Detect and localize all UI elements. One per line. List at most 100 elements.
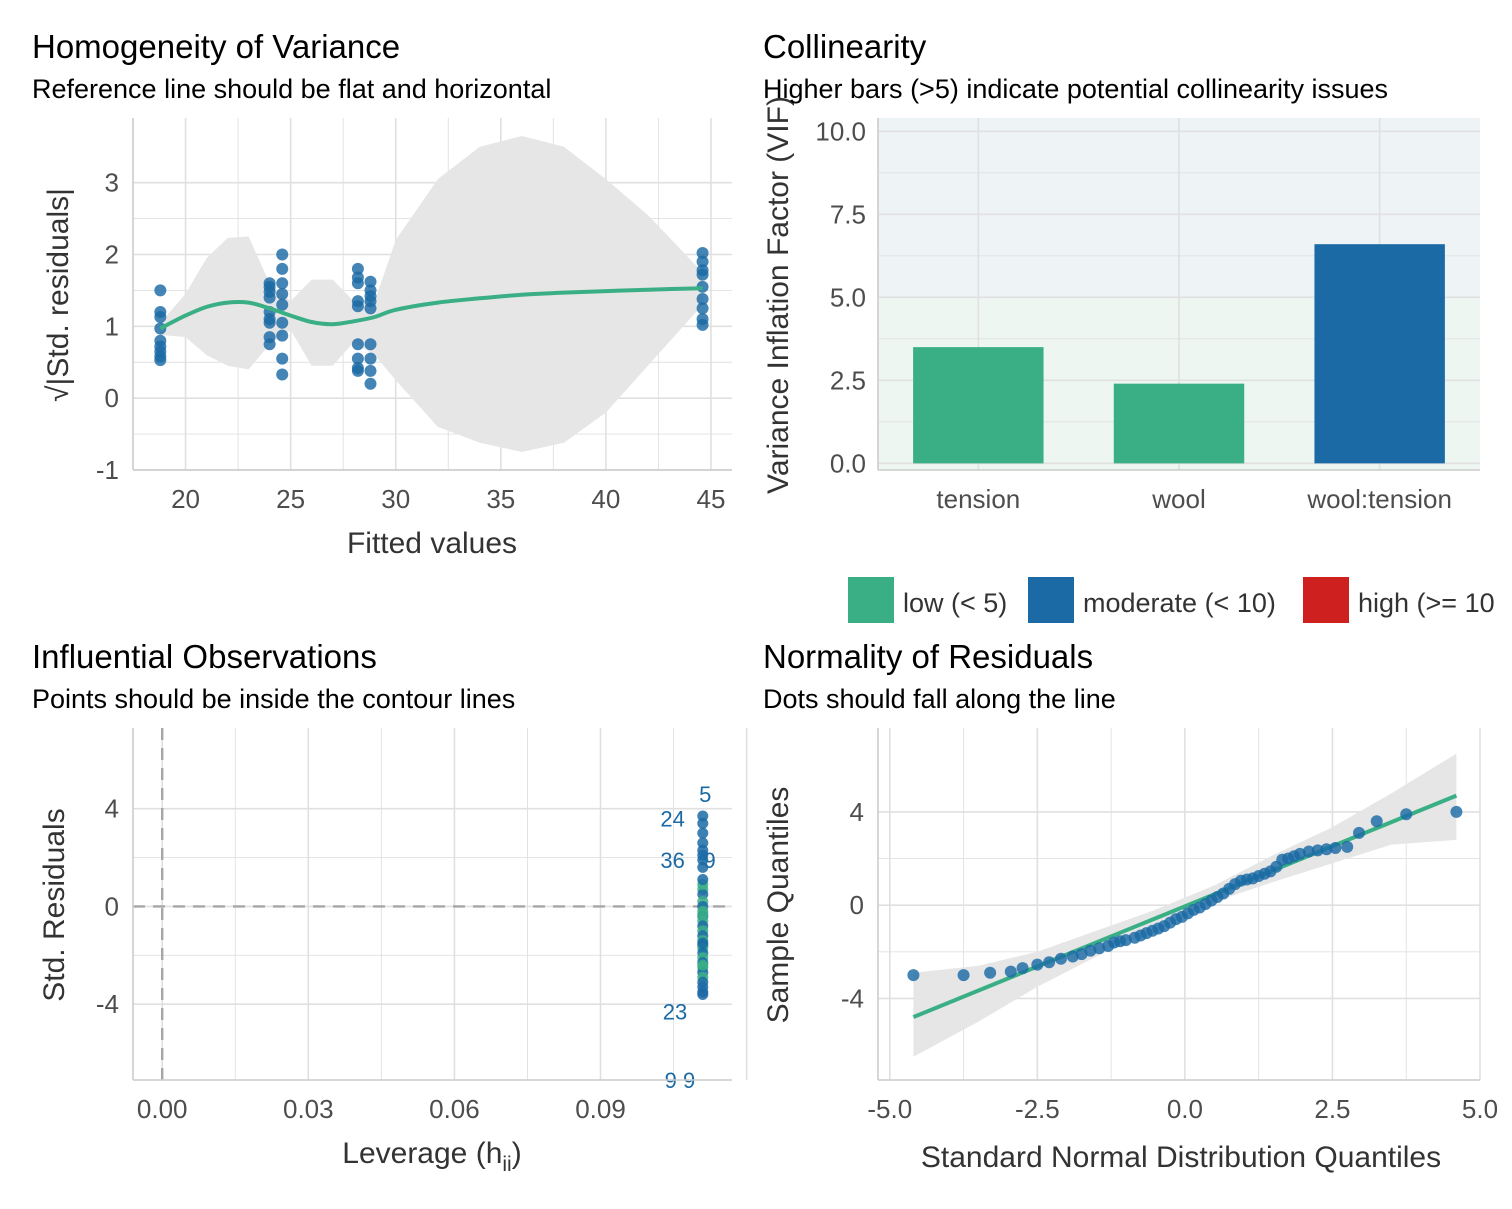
homogeneity-point	[351, 352, 364, 365]
influential-point-label: 23	[663, 1000, 687, 1025]
normality-reference-line	[912, 793, 1458, 1019]
homogeneity-point	[154, 354, 167, 367]
collinearity-bar-wool	[1113, 383, 1245, 464]
normality-x-axis-title: Standard Normal Distribution Quantiles	[921, 1141, 1441, 1174]
homogeneity-point	[276, 262, 289, 275]
homogeneity-ribbon-area	[160, 136, 703, 452]
homogeneity-y-tick-label: 1	[105, 311, 119, 341]
normality-point	[1400, 808, 1413, 821]
normality-x-tick-label: -2.5	[1015, 1094, 1060, 1124]
collinearity-y-tick-label: 7.5	[830, 199, 866, 229]
influential-point	[697, 988, 709, 1000]
normality-point	[1043, 956, 1056, 969]
influential-point	[697, 817, 709, 829]
normality-point	[1341, 840, 1354, 853]
normality-point	[984, 966, 997, 979]
homogeneity-y-tick-label: 0	[105, 383, 119, 413]
homogeneity-y-tick-label: 2	[105, 239, 119, 269]
homogeneity-point	[351, 364, 364, 377]
normality-y-axis-title: Sample Quantiles	[762, 787, 795, 1024]
normality-point	[1370, 815, 1383, 828]
homogeneity-x-tick-label: 40	[591, 484, 620, 514]
normality-point	[957, 969, 970, 982]
influential-y-axis-title: Std. Residuals	[38, 808, 71, 1001]
homogeneity-point	[351, 338, 364, 351]
influential-point-label: 9	[703, 848, 715, 873]
influential-point	[697, 861, 709, 873]
influential-x-tick-label: 0.06	[429, 1094, 480, 1124]
influential-point	[697, 908, 709, 920]
homogeneity-point	[276, 288, 289, 300]
homogeneity-points	[154, 247, 709, 390]
influential-x-tick-label: 0.09	[575, 1094, 626, 1124]
legend-label-moderate: moderate (< 10)	[1083, 588, 1276, 618]
influential-reference-lines	[133, 728, 732, 1080]
homogeneity-panel: Homogeneity of Variance Reference line s…	[32, 28, 732, 560]
homogeneity-point	[351, 300, 364, 313]
homogeneity-y-axis-title: √|Std. residuals|	[42, 188, 75, 402]
collinearity-x-tick-label: wool	[1151, 484, 1205, 514]
homogeneity-point	[263, 338, 276, 351]
homogeneity-point	[696, 247, 709, 260]
homogeneity-point	[696, 255, 709, 268]
collinearity-x-tick-label: wool:tension	[1306, 484, 1452, 514]
collinearity-panel: Collinearity 0.0 2.5 5.0 7.5 10.0 tension wool…	[762, 28, 1495, 623]
influential-x-tick-label: 0.00	[137, 1094, 188, 1124]
homogeneity-point	[276, 316, 289, 329]
homogeneity-point	[263, 313, 276, 326]
normality-x-tick-label: -5.0	[867, 1094, 912, 1124]
homogeneity-point	[276, 352, 289, 365]
homogeneity-x-tick-label: 25	[276, 484, 305, 514]
homogeneity-point	[351, 262, 364, 275]
homogeneity-point	[154, 284, 167, 297]
homogeneity-point	[263, 285, 276, 298]
collinearity-axes: 0.0 2.5 5.0 7.5 10.0 tension wool wool:tension	[815, 116, 1480, 514]
legend-swatch-low	[848, 577, 894, 623]
normality-subtitle: Dots should fall along the line	[763, 684, 1116, 714]
leverage-subscript: ii	[502, 1153, 511, 1176]
influential-points	[697, 810, 709, 1000]
normality-panel: Normality of Residuals Dots should fall …	[762, 638, 1498, 1174]
influential-x-tick-label: 0.03	[283, 1094, 334, 1124]
normality-point	[1329, 842, 1342, 855]
collinearity-subtitle: Higher bars (>5) indicate potential coll…	[763, 74, 1388, 104]
collinearity-y-tick-label: 10.0	[815, 116, 866, 146]
normality-x-tick-label: 0.0	[1167, 1094, 1203, 1124]
normality-point	[1450, 805, 1463, 818]
normality-y-tick-label: -4	[841, 983, 864, 1013]
influential-title: Influential Observations	[32, 638, 377, 675]
homogeneity-x-tick-label: 20	[171, 484, 200, 514]
homogeneity-y-tick-label: 3	[105, 168, 119, 198]
collinearity-title: Collinearity	[763, 28, 927, 65]
influential-panel: Influential Observations Points should b…	[32, 638, 748, 1176]
homogeneity-smooth-curve	[159, 286, 703, 331]
influential-point-label: 24	[660, 806, 684, 831]
homogeneity-point	[364, 352, 377, 365]
leverage-close: )	[512, 1137, 522, 1170]
normality-axes: -4 0 4 -5.0 -2.5 0.0 2.5 5.0	[841, 728, 1498, 1124]
normality-y-tick-label: 0	[850, 890, 864, 920]
collinearity-y-axis-title: Variance Inflation Factor (VIF)	[762, 96, 795, 494]
homogeneity-point	[276, 277, 289, 290]
homogeneity-x-tick-label: 30	[381, 484, 410, 514]
influential-gridlines	[133, 728, 748, 1080]
normality-point	[1016, 962, 1029, 975]
homogeneity-point	[364, 338, 377, 351]
normality-y-tick-label: 4	[850, 797, 864, 827]
homogeneity-point	[351, 277, 364, 290]
homogeneity-point	[364, 364, 377, 377]
homogeneity-x-tick-label: 35	[486, 484, 515, 514]
homogeneity-confidence-ribbon	[160, 136, 703, 452]
collinearity-legend: low (< 5) moderate (< 10) high (>= 10	[848, 577, 1495, 623]
influential-point	[697, 959, 709, 971]
legend-label-low: low (< 5)	[903, 588, 1007, 618]
legend-swatch-high	[1303, 577, 1349, 623]
collinearity-bar-tension	[913, 347, 1044, 464]
collinearity-y-tick-label: 5.0	[830, 282, 866, 312]
influential-axes: -4 0 4 0.00 0.03 0.06 0.09	[96, 728, 732, 1124]
homogeneity-point	[696, 318, 709, 331]
influential-point	[697, 874, 709, 886]
homogeneity-point	[364, 377, 377, 390]
homogeneity-smooth-line	[159, 286, 703, 331]
collinearity-bar-wool-tension	[1314, 244, 1445, 464]
